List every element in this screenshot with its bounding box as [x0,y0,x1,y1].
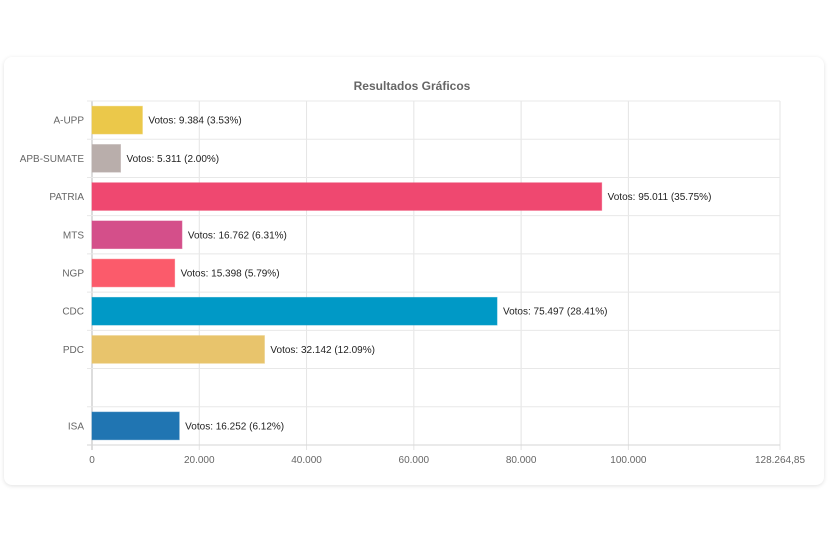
category-label: APB-SUMATE [20,154,85,165]
chart-card: Resultados Gráficos 0 20.000 40.000 60.000 8… [4,57,824,485]
bar-isa[interactable] [91,411,180,441]
data-label: Votos: 5.311 (2.00%) [126,154,219,165]
bar-apb-sumate[interactable] [91,144,121,173]
x-tick-label: 80.000 [506,455,537,466]
bar-pdc[interactable] [91,335,265,364]
bar-a-upp[interactable] [91,105,143,135]
grid [87,100,781,450]
x-tick-label: 100.000 [610,455,647,466]
data-label: Votos: 32.142 (12.09%) [270,345,375,356]
x-axis-ticks: 0 20.000 40.000 60.000 80.000 100.000 128.264,… [89,455,805,466]
data-label: Votos: 95.011 (35.75%) [608,192,712,203]
category-label: PATRIA [49,192,84,203]
x-tick-label: 60.000 [399,455,430,466]
chart-title: Resultados Gráficos [354,79,471,93]
x-tick-label: 0 [89,455,95,466]
category-label: PDC [63,345,84,356]
data-label: Votos: 9.384 (3.53%) [148,116,241,127]
category-label: A-UPP [53,116,84,127]
data-label: Votos: 15.398 (5.79%) [181,269,280,280]
category-label: ISA [68,421,84,432]
bar-patria[interactable] [91,182,603,211]
bar-chart: Resultados Gráficos 0 20.000 40.000 60.000 8… [20,79,806,466]
data-label: Votos: 16.762 (6.31%) [188,230,287,241]
x-tick-label: 128.264,85 [755,455,805,466]
bar-cdc[interactable] [91,296,498,326]
x-tick-label: 40.000 [291,455,322,466]
bar-ngp[interactable] [91,258,176,288]
category-label: MTS [63,230,84,241]
data-label: Votos: 16.252 (6.12%) [185,421,284,432]
data-label: Votos: 75.497 (28.41%) [503,307,608,318]
category-label: NGP [62,269,84,280]
bars [91,105,603,441]
x-tick-label: 20.000 [184,455,215,466]
y-axis-categories: A-UPP APB-SUMATE PATRIA MTS NGP CDC PDC ISA [20,116,85,433]
data-labels: Votos: 9.384 (3.53%) Votos: 5.311 (2.00%)… [126,116,711,433]
category-label: CDC [62,307,84,318]
bar-mts[interactable] [91,220,183,250]
